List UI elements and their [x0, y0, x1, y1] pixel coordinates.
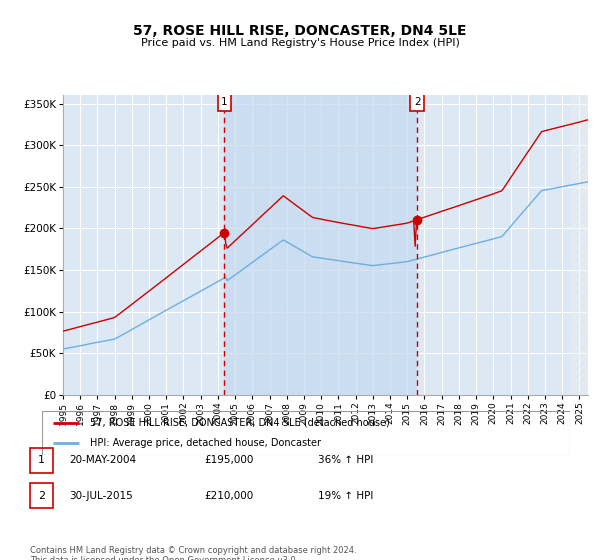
Text: 30-JUL-2015: 30-JUL-2015: [69, 491, 133, 501]
Text: 20-MAY-2004: 20-MAY-2004: [69, 455, 136, 465]
Text: 2: 2: [38, 491, 45, 501]
Text: 1: 1: [38, 455, 45, 465]
Text: Price paid vs. HM Land Registry's House Price Index (HPI): Price paid vs. HM Land Registry's House …: [140, 38, 460, 48]
Text: 19% ↑ HPI: 19% ↑ HPI: [318, 491, 373, 501]
Text: £210,000: £210,000: [204, 491, 253, 501]
Text: £195,000: £195,000: [204, 455, 253, 465]
Text: 57, ROSE HILL RISE, DONCASTER, DN4 5LE: 57, ROSE HILL RISE, DONCASTER, DN4 5LE: [133, 24, 467, 38]
Text: Contains HM Land Registry data © Crown copyright and database right 2024.
This d: Contains HM Land Registry data © Crown c…: [30, 546, 356, 560]
Text: 2: 2: [414, 97, 421, 107]
Text: 57, ROSE HILL RISE, DONCASTER, DN4 5LE (detached house): 57, ROSE HILL RISE, DONCASTER, DN4 5LE (…: [89, 418, 389, 428]
Bar: [224, 95, 417, 395]
Text: 36% ↑ HPI: 36% ↑ HPI: [318, 455, 373, 465]
Text: 1: 1: [221, 97, 228, 107]
Text: HPI: Average price, detached house, Doncaster: HPI: Average price, detached house, Donc…: [89, 438, 320, 448]
